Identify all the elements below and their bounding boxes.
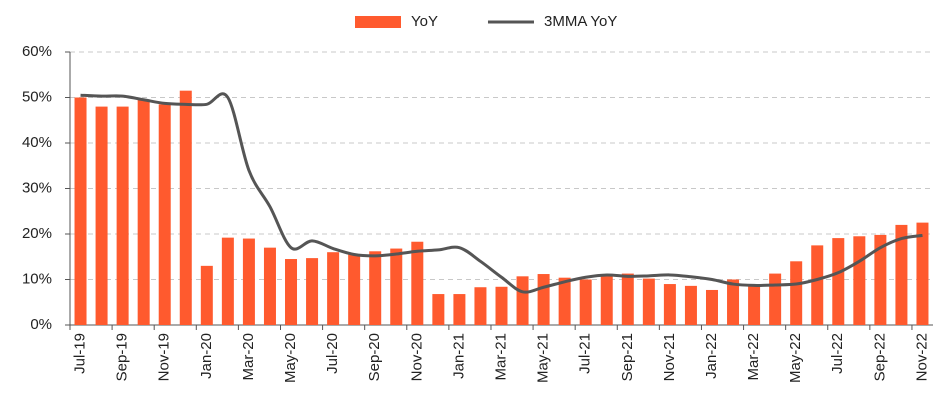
y-tick-label: 60% (22, 43, 52, 60)
y-tick-label: 0% (30, 316, 52, 333)
bar (874, 234, 887, 325)
bar (832, 238, 845, 325)
x-tick-label: Jul-21 (577, 333, 594, 374)
x-tick-label: Nov-21 (661, 333, 678, 381)
bar (221, 237, 234, 325)
bar (432, 294, 445, 325)
y-tick-label: 20% (22, 225, 52, 242)
x-tick-label: Mar-20 (240, 333, 257, 381)
legend-swatch (355, 16, 401, 28)
bar (411, 241, 424, 325)
legend-label: 3MMA YoY (544, 13, 617, 30)
x-tick-label: Sep-21 (619, 333, 636, 381)
bar (327, 252, 340, 325)
bar (474, 287, 487, 325)
bar (285, 259, 298, 325)
y-tick-label: 40% (22, 134, 52, 151)
legend-label: YoY (411, 13, 438, 30)
x-tick-label: Jul-20 (324, 333, 341, 374)
bar (811, 245, 824, 325)
x-tick-label: Jan-20 (198, 333, 215, 379)
x-tick-label: Nov-20 (408, 333, 425, 381)
x-tick-label: Sep-22 (871, 333, 888, 381)
bar (516, 276, 529, 325)
bar (263, 247, 276, 325)
bar (200, 265, 213, 325)
x-tick-label: Nov-19 (156, 333, 173, 381)
x-tick-label: Mar-22 (745, 333, 762, 381)
x-tick-label: Sep-19 (114, 333, 131, 381)
bar (95, 106, 108, 325)
x-tick-label: Jul-19 (71, 333, 88, 374)
x-tick-label: Sep-20 (366, 333, 383, 381)
bar (558, 277, 571, 325)
x-tick-label: May-22 (787, 333, 804, 383)
x-tick-label: Mar-21 (492, 333, 509, 381)
bar (895, 224, 908, 325)
bar (769, 273, 782, 325)
bar (306, 258, 319, 325)
bar (179, 90, 192, 325)
bar (600, 274, 613, 325)
bar (642, 278, 655, 325)
bar (621, 273, 634, 325)
y-tick-label: 10% (22, 270, 52, 287)
bar (579, 279, 592, 325)
bar (684, 285, 697, 325)
bar (705, 289, 718, 325)
bar (137, 99, 150, 326)
bar (790, 261, 803, 325)
bar (348, 254, 361, 325)
x-tick-label: Jan-22 (703, 333, 720, 379)
x-tick-label: Jan-21 (450, 333, 467, 379)
bar (748, 284, 761, 325)
bar (390, 248, 403, 325)
bar (537, 274, 550, 325)
bar (74, 97, 87, 325)
line (80, 92, 923, 294)
x-tick-label: May-21 (535, 333, 552, 383)
y-tick-label: 50% (22, 88, 52, 105)
bar (242, 238, 255, 325)
bar (727, 279, 740, 325)
bar (663, 284, 676, 325)
bar (853, 236, 866, 325)
bar (116, 106, 129, 325)
x-tick-label: May-20 (282, 333, 299, 383)
bar (453, 294, 466, 325)
bar (916, 222, 929, 325)
x-tick-label: Nov-22 (913, 333, 930, 381)
x-tick-label: Jul-22 (829, 333, 846, 374)
y-tick-label: 30% (22, 179, 52, 196)
bar (369, 251, 382, 325)
bar (495, 286, 508, 325)
bar (158, 104, 171, 325)
